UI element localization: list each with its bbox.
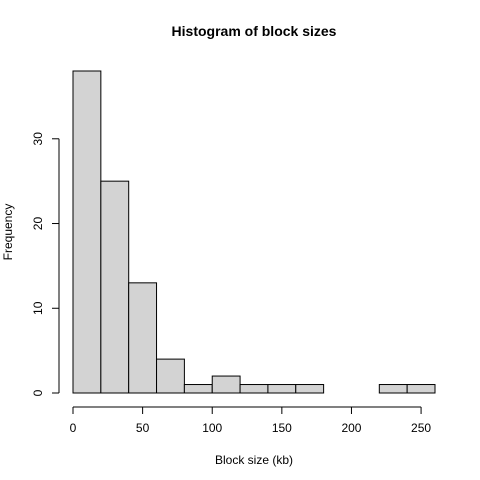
x-tick-label-0: 0 [70,421,77,435]
histogram-bar-0 [72,70,102,394]
y-axis: 0 10 20 30 [31,132,60,396]
x-tick-label-1: 50 [136,421,150,435]
chart-title: Histogram of block sizes [172,23,337,39]
y-tick-label-3: 30 [31,132,45,146]
histogram-bar-4 [183,384,213,394]
histogram-bar-3 [156,358,185,394]
x-tick-label-4: 200 [341,421,361,435]
bars-layer [72,70,436,394]
x-tick-label-3: 150 [272,421,292,435]
histogram-bar-5 [211,375,241,394]
histogram-bar-12 [406,384,436,394]
y-tick-label-0: 0 [31,389,45,396]
y-tick-label-2: 20 [31,217,45,231]
histogram-bar-7 [267,384,297,394]
x-axis-label: Block size (kb) [215,453,293,467]
histogram-bar-2 [128,282,158,394]
y-axis-label: Frequency [1,204,15,261]
x-tick-label-2: 100 [202,421,222,435]
histogram-bar-8 [295,384,325,394]
histogram-bar-1 [100,180,130,394]
x-axis: 0 50 100 150 200 250 [70,406,431,435]
histogram-bar-6 [239,384,269,394]
histogram-bar-11 [378,384,408,394]
y-tick-label-1: 10 [31,301,45,315]
x-tick-label-5: 250 [411,421,431,435]
